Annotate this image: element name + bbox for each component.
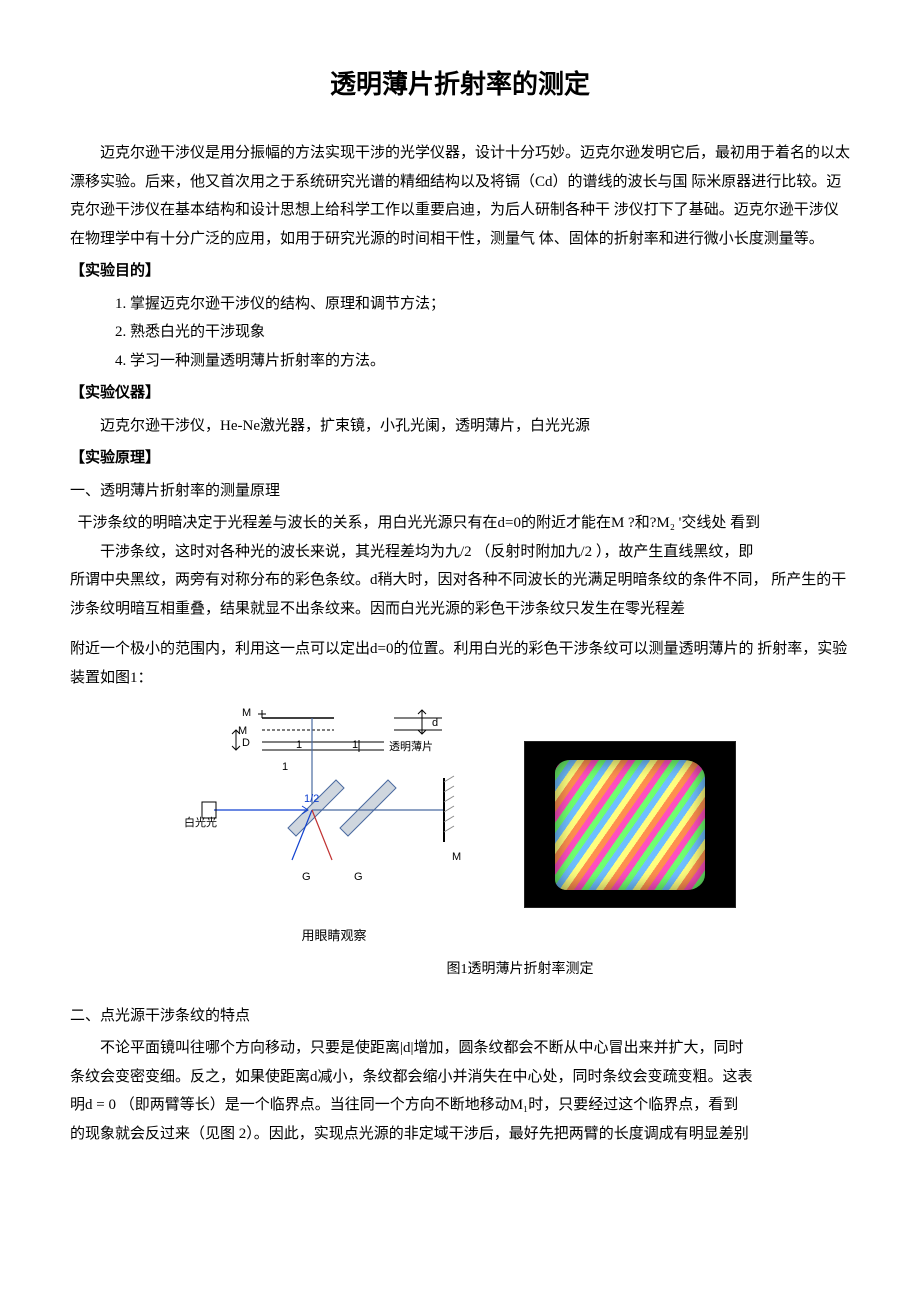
diagram-label-film: 透明薄片 (389, 739, 433, 753)
body-p8: 的现象就会反过来（见图 2）。因此，实现点光源的非定域干涉后，最好先把两臂的长度… (70, 1120, 850, 1149)
principle-p3: 所谓中央黑纹，两旁有对称分布的彩色条纹。d稍大时，因对各种不同波长的光满足明暗条… (70, 566, 850, 623)
principle-p1: 干涉条纹的明暗决定于光程差与波长的关系，用白光光源只有在d=0的附近才能在M ?… (78, 509, 851, 538)
svg-text:M: M (238, 725, 247, 737)
interference-photo (524, 741, 736, 908)
svg-text:G: G (354, 871, 363, 883)
principle-heading: 【实验原理】 (70, 444, 850, 473)
svg-text:M: M (242, 707, 251, 719)
svg-text:1/2: 1/2 (304, 793, 319, 805)
svg-text:1: 1 (352, 739, 358, 751)
svg-text:1: 1 (282, 761, 288, 773)
diagram-label-light: 白光光 (184, 815, 217, 829)
principle-p2: 干涉条纹，这时对各种光的波长来说，其光程差均为九/2 （反射时附加九/2 ），故… (70, 538, 850, 567)
optical-diagram: M M d D 透明薄片 (184, 700, 484, 920)
subheading-2: 二、点光源干涉条纹的特点 (70, 1002, 850, 1031)
interference-fringes (555, 760, 705, 890)
subheading-1: 一、透明薄片折射率的测量原理 (70, 477, 850, 506)
body-p7: 明d = 0 （即两臂等长）是一个临界点。当往同一个方向不断地移动M₁时，只要经… (70, 1091, 850, 1120)
body-p6: 条纹会变密变细。反之，如果使距离d减小，条纹都会缩小并消失在中心处，同时条纹会变… (70, 1063, 850, 1092)
page-title: 透明薄片折射率的测定 (70, 60, 850, 109)
principle-p4: 附近一个极小的范围内，利用这一点可以定出d=0的位置。利用白光的彩色干涉条纹可以… (70, 635, 850, 692)
purpose-heading: 【实验目的】 (70, 257, 850, 286)
apparatus-heading: 【实验仪器】 (70, 379, 850, 408)
optical-diagram-svg: M M d D 透明薄片 (184, 700, 484, 900)
svg-text:M: M (452, 851, 461, 863)
diagram-caption: 用眼睛观察 (184, 924, 484, 949)
svg-text:G: G (302, 871, 311, 883)
purpose-item-2: 2. 熟悉白光的干涉现象 (70, 318, 850, 347)
svg-text:1: 1 (296, 739, 302, 751)
svg-text:D: D (242, 737, 250, 749)
apparatus-text: 迈克尔逊干涉仪，He-Ne激光器，扩束镜，小孔光阑，透明薄片，白光光源 (70, 412, 850, 441)
diagram-container: M M d D 透明薄片 (184, 700, 484, 949)
intro-paragraph: 迈克尔逊干涉仪是用分振幅的方法实现干涉的光学仪器，设计十分巧妙。迈克尔逊发明它后… (70, 139, 850, 253)
figure-1-row: M M d D 透明薄片 (70, 700, 850, 949)
body-p5: 不论平面镜叫往哪个方向移动，只要是使距离|d|增加，圆条纹都会不断从中心冒出来并… (70, 1034, 850, 1063)
purpose-item-3: 4. 学习一种测量透明薄片折射率的方法。 (70, 347, 850, 376)
svg-text:d: d (432, 717, 438, 729)
purpose-item-1: 1. 掌握迈克尔逊干涉仪的结构、原理和调节方法； (70, 290, 850, 319)
figure-1-caption: 图1透明薄片折射率测定 (70, 957, 850, 984)
